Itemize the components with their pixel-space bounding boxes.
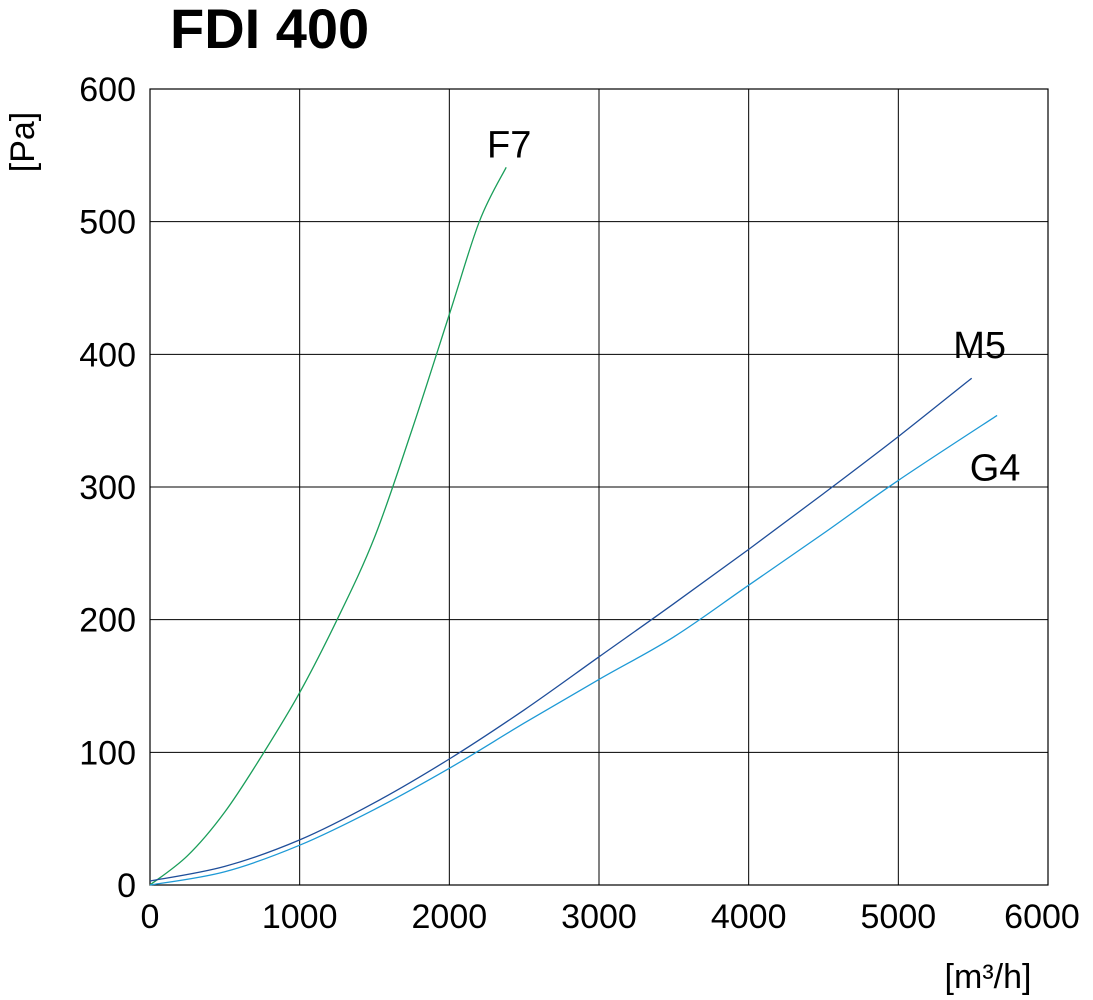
y-axis-ticks: 0 100 200 300 400 500 600 <box>79 71 136 905</box>
x-axis-label: [m³/h] <box>945 958 1032 996</box>
y-tick-label: 300 <box>79 469 136 507</box>
x-tick-label: 1000 <box>262 898 338 936</box>
series-line-g4 <box>149 414 998 886</box>
grid <box>150 89 1048 885</box>
series-line-m5 <box>149 377 973 882</box>
series-label-m5: M5 <box>953 325 1006 367</box>
y-tick-label: 600 <box>79 71 136 109</box>
x-tick-label: 0 <box>141 898 160 936</box>
y-tick-label: 200 <box>79 602 136 640</box>
y-tick-label: 500 <box>79 204 136 242</box>
x-tick-label: 4000 <box>711 898 787 936</box>
y-axis-label: [Pa] <box>4 112 42 172</box>
series-curves: F7 M5 G4 <box>149 124 1021 886</box>
y-tick-label: 400 <box>79 336 136 374</box>
x-tick-label: 5000 <box>861 898 937 936</box>
x-axis-ticks: 0 1000 2000 3000 4000 5000 6000 <box>141 898 1080 936</box>
x-tick-label: 3000 <box>561 898 637 936</box>
series-line-f7 <box>149 167 507 886</box>
y-tick-label: 0 <box>117 867 136 905</box>
y-tick-label: 100 <box>79 734 136 772</box>
x-tick-label: 6000 <box>1004 898 1080 936</box>
chart-title: FDI 400 <box>170 0 369 60</box>
series-label-f7: F7 <box>487 124 531 166</box>
plot-frame <box>149 88 1049 886</box>
x-tick-label: 2000 <box>412 898 488 936</box>
series-label-g4: G4 <box>970 447 1021 489</box>
